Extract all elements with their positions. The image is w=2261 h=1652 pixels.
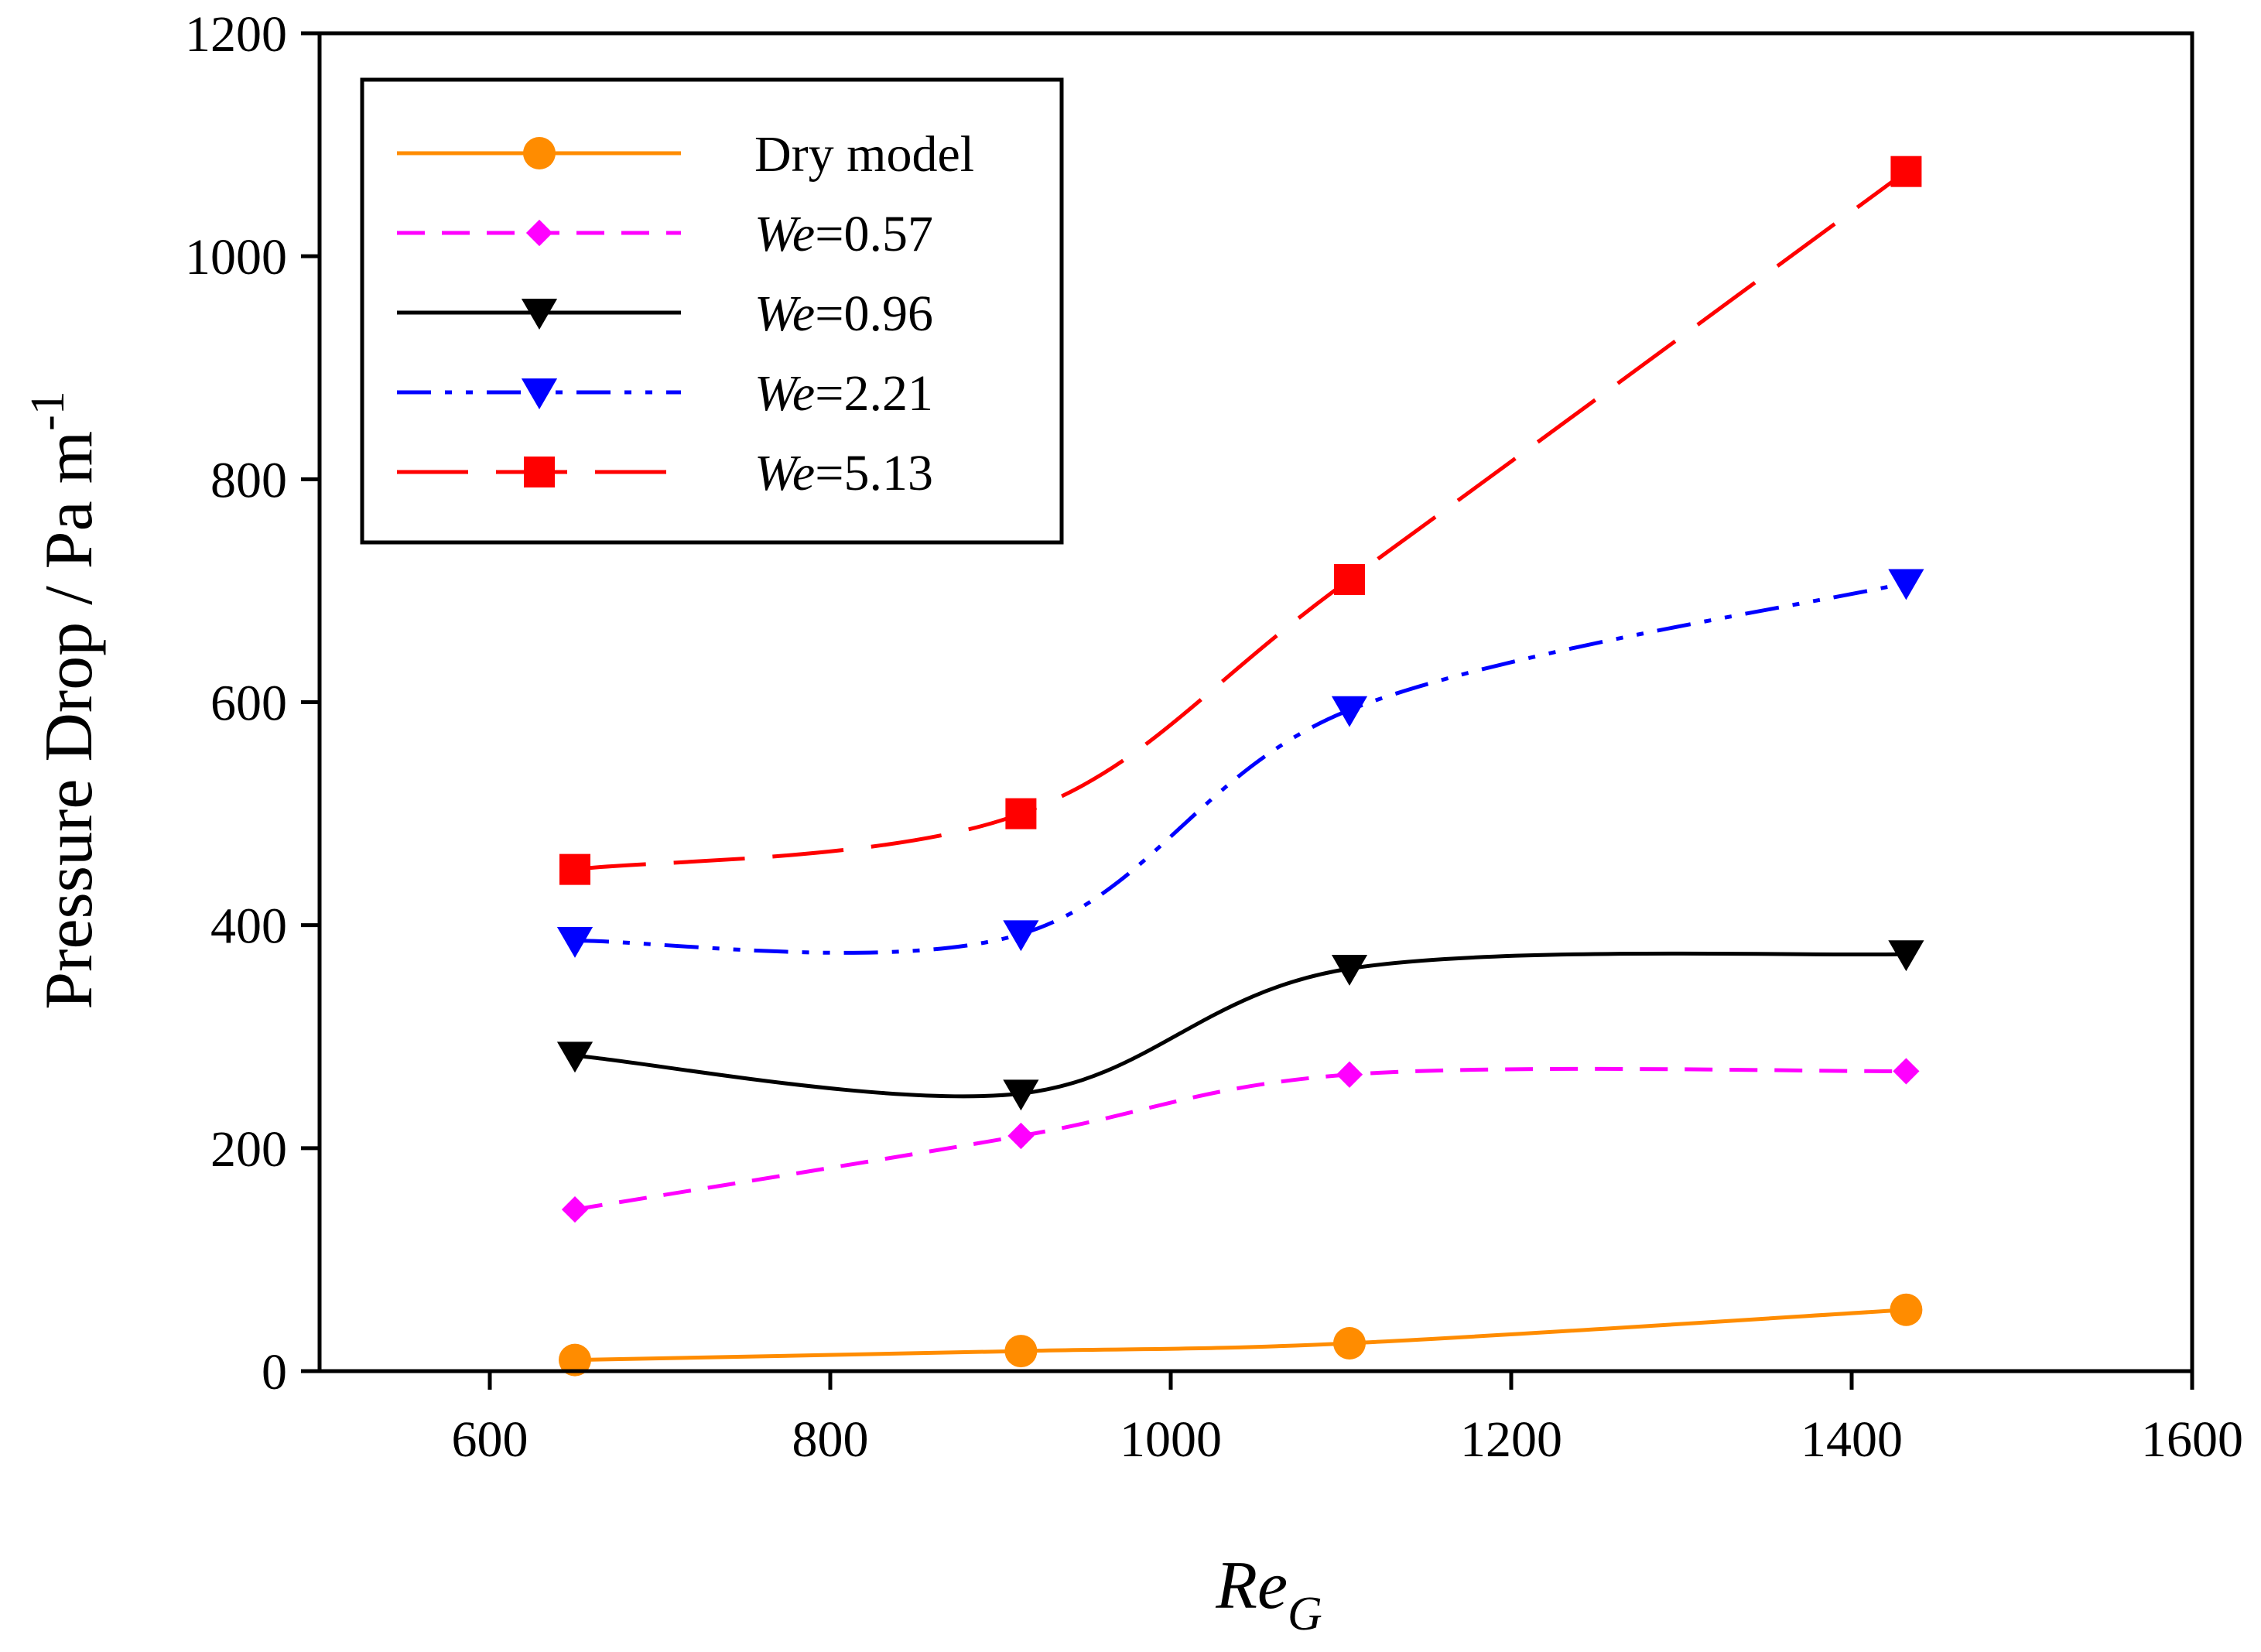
data-point xyxy=(559,853,590,885)
data-point xyxy=(1336,1061,1363,1088)
x-tick-label: 600 xyxy=(452,1411,528,1468)
data-point xyxy=(1333,1326,1366,1360)
legend-label: We=0.96 xyxy=(754,286,933,342)
legend-label-prefix: We xyxy=(754,365,815,422)
y-tick-label: 800 xyxy=(210,452,287,508)
series-dry-model xyxy=(559,1293,1923,1377)
legend-marker xyxy=(523,137,556,169)
data-point xyxy=(559,1343,591,1377)
legend-label-suffix: Dry model xyxy=(754,126,974,183)
y-axis-title-sup: -1 xyxy=(22,391,74,431)
series-we-0-96 xyxy=(556,940,1924,1111)
legend-marker xyxy=(521,378,558,410)
x-axis-title-sub: G xyxy=(1288,1588,1322,1640)
data-point xyxy=(1890,156,1922,187)
legend-marker xyxy=(524,457,555,487)
legend-label: We=5.13 xyxy=(754,445,933,501)
legend-label: We=2.21 xyxy=(754,365,933,422)
data-point xyxy=(1888,940,1924,972)
x-tick-label: 1200 xyxy=(1460,1411,1562,1468)
legend-label-suffix: =0.96 xyxy=(815,286,933,342)
series-line xyxy=(574,951,1907,1099)
series-line xyxy=(574,580,1907,955)
data-point xyxy=(1004,1335,1038,1368)
legend-entry: We=0.57 xyxy=(397,206,933,262)
series-we-5-13 xyxy=(559,156,1922,885)
data-point xyxy=(1893,1058,1920,1085)
data-point xyxy=(1331,955,1368,986)
legend-label-suffix: =0.57 xyxy=(815,206,933,262)
legend-entry: We=0.96 xyxy=(397,286,933,342)
y-axis-title-main: Pressure Drop / Pa m xyxy=(32,431,107,1010)
legend-label: We=0.57 xyxy=(754,206,933,262)
data-point xyxy=(1003,1079,1039,1111)
y-tick-label: 600 xyxy=(210,676,287,732)
data-point xyxy=(556,1041,593,1073)
legend-marker xyxy=(525,219,553,247)
legend-marker xyxy=(521,299,558,330)
legend-label-suffix: =2.21 xyxy=(815,365,933,422)
y-tick-label: 1200 xyxy=(185,6,287,63)
x-tick-label: 800 xyxy=(792,1411,869,1468)
x-axis-title: ReG xyxy=(1215,1548,1322,1640)
data-point xyxy=(1331,696,1368,727)
legend-entry: We=2.21 xyxy=(397,365,933,422)
x-tick-label: 1400 xyxy=(1801,1411,1903,1468)
legend-label-prefix: We xyxy=(754,286,815,342)
data-point xyxy=(1334,564,1365,596)
data-point xyxy=(1005,798,1037,829)
y-tick-label: 0 xyxy=(262,1344,287,1401)
legend-label: Dry model xyxy=(754,126,974,183)
data-point xyxy=(561,1195,589,1223)
legend-label-prefix: We xyxy=(754,445,815,501)
y-tick-label: 1000 xyxy=(185,229,287,286)
series-layer xyxy=(556,156,1924,1377)
series-line xyxy=(574,1308,1907,1363)
series-line xyxy=(574,169,1907,872)
x-tick-label: 1600 xyxy=(2141,1411,2243,1468)
y-tick-label: 400 xyxy=(210,898,287,955)
x-axis-title-main: Re xyxy=(1215,1548,1288,1623)
data-point xyxy=(1890,1293,1923,1326)
legend-entry: Dry model xyxy=(397,126,974,183)
legend-label-prefix: We xyxy=(754,206,815,262)
data-point xyxy=(1888,569,1924,600)
legend-entry: We=5.13 xyxy=(397,445,933,501)
data-point xyxy=(556,926,593,958)
data-point xyxy=(1003,920,1039,952)
y-tick-label: 200 xyxy=(210,1121,287,1178)
legend-label-suffix: =5.13 xyxy=(815,445,933,501)
series-we-2-21 xyxy=(556,569,1924,958)
tick-layer: 600 800 1000 1200 1400 1600 0 200 400 600 800 1000 1… xyxy=(185,6,2243,1468)
data-point xyxy=(1007,1122,1035,1150)
y-axis-title: Pressure Drop / Pa m-1 xyxy=(22,391,107,1010)
x-tick-label: 1000 xyxy=(1120,1411,1222,1468)
series-line xyxy=(574,1066,1907,1212)
series-we-0-57 xyxy=(561,1058,1920,1223)
